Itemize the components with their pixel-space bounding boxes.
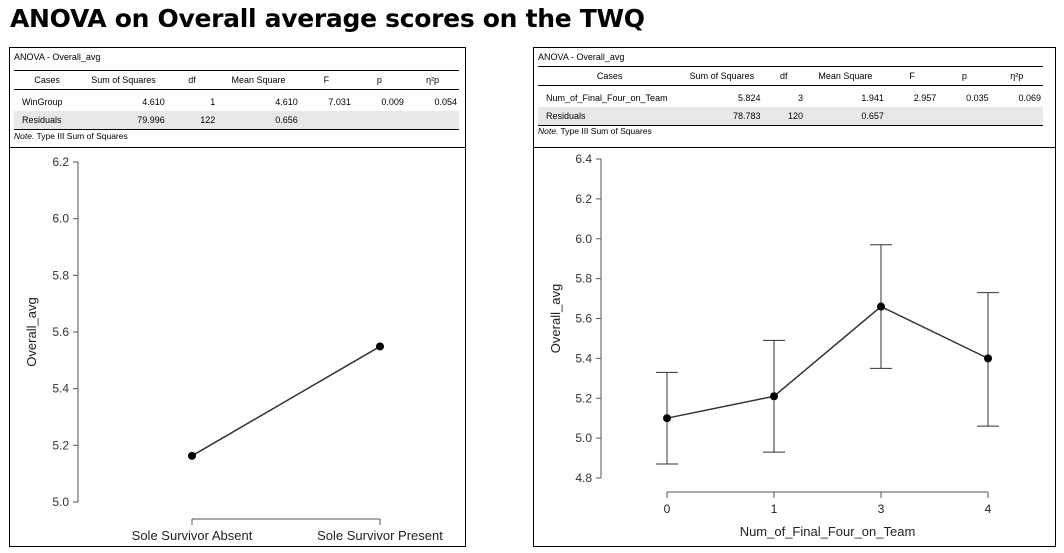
x-tick-label: 1	[771, 502, 778, 516]
header-mean-square: Mean Square	[217, 70, 300, 90]
header-cases: Cases	[14, 70, 81, 90]
data-point	[376, 342, 384, 351]
table-note: Note. Type III Sum of Squares	[538, 126, 652, 136]
anova-table-panel-left: ANOVA - Overall_avg Cases Sum of Squares…	[9, 47, 466, 148]
table-cell: 78.783	[681, 107, 763, 126]
y-tick-label: 5.4	[575, 351, 592, 365]
table-cell: 1.941	[861, 93, 884, 103]
chart-panel-left: 5.0 5.2 5.4 5.6 5.8 6.0 6.2 Sole Survivor Absen…	[9, 147, 466, 547]
note-label: Note.	[538, 126, 559, 136]
table-cell: 2.957	[913, 93, 937, 103]
table-cell: 79.996	[80, 111, 167, 130]
note-text: Type III Sum of Squares	[36, 131, 128, 141]
y-tick-label: 5.6	[52, 325, 69, 339]
anova-table-title: ANOVA - Overall_avg	[538, 52, 625, 62]
y-tick-label: 6.0	[575, 232, 592, 246]
table-cell	[299, 111, 353, 130]
table-cell: 5.824	[737, 93, 761, 103]
x-tick-label: 3	[878, 502, 885, 516]
y-tick-label: 6.2	[575, 192, 592, 206]
table-row: WinGroup 4.610 1 4.610 7.031 0.009 0.054	[14, 90, 459, 112]
anova-table: Cases Sum of Squares df Mean Square F p …	[14, 70, 459, 130]
table-cell: 4.610	[275, 97, 298, 107]
y-tick-label: 5.8	[52, 268, 69, 282]
y-tick-label: 5.8	[575, 272, 592, 286]
table-cell: 0.657	[804, 107, 886, 126]
table-cell: Residuals	[14, 111, 81, 130]
anova-table-title: ANOVA - Overall_avg	[14, 52, 101, 62]
table-cell: Residuals	[538, 107, 682, 126]
y-tick-label: 5.2	[575, 391, 592, 405]
table-cell: 0.656	[217, 111, 300, 130]
table-cell: WinGroup	[22, 97, 63, 107]
header-sum-of-squares: Sum of Squares	[681, 66, 763, 86]
table-note: Note. Type III Sum of Squares	[14, 131, 128, 141]
x-tick-label: 4	[985, 502, 992, 516]
header-eta-squared: η²p	[990, 66, 1043, 86]
header-p: p	[352, 70, 406, 90]
table-cell: 3	[797, 93, 803, 103]
anova-table-panel-right: ANOVA - Overall_avg Cases Sum of Squares…	[533, 47, 1056, 148]
table-cell: 0.054	[434, 97, 457, 107]
y-tick-label: 5.4	[52, 382, 69, 396]
header-df: df	[166, 70, 218, 90]
table-row: Residuals 79.996 122 0.656	[14, 111, 459, 130]
y-tick-label: 4.8	[575, 471, 592, 485]
y-tick-label: 6.4	[575, 152, 592, 166]
header-p: p	[938, 66, 991, 86]
table-row: Residuals 78.783 120 0.657	[538, 107, 1043, 126]
table-cell: 122	[166, 111, 218, 130]
header-mean-square: Mean Square	[804, 66, 886, 86]
data-point	[663, 414, 671, 423]
x-tick-label: Sole Survivor Present	[317, 528, 443, 543]
page-title: ANOVA on Overall average scores on the T…	[10, 4, 645, 33]
header-cases: Cases	[538, 66, 682, 86]
y-tick-label: 5.0	[575, 431, 592, 445]
header-f: F	[885, 66, 939, 86]
table-cell: 4.610	[142, 97, 165, 107]
data-point	[984, 354, 992, 363]
table-cell: 0.069	[1018, 93, 1041, 103]
series-line	[191, 345, 381, 457]
y-axis-label: Overall_avg	[24, 297, 39, 366]
header-df: df	[762, 66, 805, 86]
table-cell: 0.009	[381, 97, 404, 107]
x-tick-label: 0	[664, 502, 671, 516]
y-tick-label: 5.6	[575, 312, 592, 326]
header-eta-squared: η²p	[405, 70, 459, 90]
note-label: Note.	[14, 131, 35, 141]
y-tick-label: 6.0	[52, 212, 69, 226]
data-point	[188, 451, 196, 460]
chart-panel-right: 4.8 5.0 5.2 5.4 5.6 5.8 6.0 6.2 6.4 0 1 3 4 Overall_a…	[533, 147, 1056, 547]
y-tick-label: 5.2	[52, 438, 69, 452]
table-cell: 7.031	[328, 97, 351, 107]
x-axis-label: Num_of_Final_Four_on_Team	[740, 524, 916, 539]
header-sum-of-squares: Sum of Squares	[80, 70, 167, 90]
data-point	[770, 392, 778, 401]
table-cell: 1	[210, 97, 216, 107]
table-cell	[352, 111, 406, 130]
table-cell	[405, 111, 459, 130]
note-text: Type III Sum of Squares	[560, 126, 652, 136]
table-cell: Num_of_Final_Four_on_Team	[546, 93, 668, 103]
table-cell	[885, 107, 939, 126]
header-f: F	[299, 70, 353, 90]
chart-left: 5.0 5.2 5.4 5.6 5.8 6.0 6.2 Sole Survivor Absen…	[24, 155, 443, 543]
table-cell: 120	[762, 107, 805, 126]
data-point	[877, 302, 885, 311]
y-tick-label: 5.0	[52, 495, 69, 509]
x-tick-label: Sole Survivor Absent	[132, 528, 253, 543]
table-cell: 0.035	[966, 93, 989, 103]
table-cell	[938, 107, 991, 126]
y-axis-label: Overall_avg	[548, 284, 563, 353]
chart-right: 4.8 5.0 5.2 5.4 5.6 5.8 6.0 6.2 6.4 0 1 3 4 Overall_a…	[548, 152, 999, 539]
table-cell	[990, 107, 1043, 126]
y-tick-label: 6.2	[52, 155, 69, 169]
table-row: Num_of_Final_Four_on_Team 5.824 3 1.941 …	[538, 86, 1043, 108]
series-line	[666, 305, 989, 419]
anova-table: Cases Sum of Squares df Mean Square F p …	[538, 66, 1043, 126]
